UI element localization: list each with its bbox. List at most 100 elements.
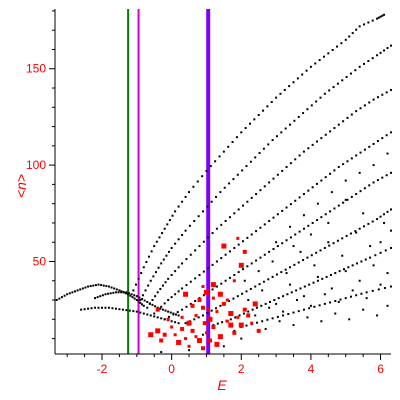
data-point [368,145,371,148]
data-point [253,118,256,121]
data-point [284,268,287,271]
data-point [302,227,305,230]
data-point [329,273,332,276]
data-point [160,317,163,320]
data-point [142,304,145,307]
data-point [161,284,164,287]
data-point [247,299,250,302]
data-point [341,254,344,257]
data-point [104,293,107,296]
data-point [362,308,365,311]
data-point [111,307,114,310]
data-point [233,212,236,215]
data-point [320,320,323,323]
data-point [267,143,270,146]
data-point [170,246,173,249]
data-point-red [155,328,161,334]
data-point [390,44,392,47]
data-point [327,241,330,244]
data-point [371,19,374,22]
data-point [80,308,83,311]
data-point [84,286,87,289]
data-point [171,214,174,217]
data-point [142,266,145,269]
data-point-red [183,291,189,297]
data-point [386,304,389,307]
data-point-red [159,338,164,343]
data-point [250,233,253,236]
data-point [379,241,382,244]
data-point [109,292,112,295]
data-point [383,13,386,16]
data-point [141,294,144,297]
data-point [363,62,366,65]
data-point [261,289,264,292]
data-point [161,308,164,311]
data-point [140,272,143,275]
data-point [87,285,90,288]
data-point [234,316,237,319]
data-point [371,220,374,223]
data-point [242,204,245,207]
data-point [228,182,231,185]
data-point [244,127,247,130]
data-point [336,45,339,48]
data-point [107,285,110,288]
data-points [55,13,392,354]
data-point [159,307,162,310]
data-point [164,309,167,312]
data-point [341,237,344,240]
data-point-red [197,298,202,303]
data-point [215,307,218,310]
data-point-red [221,301,226,306]
data-point [146,313,149,316]
ticks: -2 0 2 4 6 50 100 150 [26,10,384,376]
data-point [346,160,349,163]
data-point [238,314,241,317]
data-point [294,199,297,202]
data-point [154,271,157,274]
data-point [318,304,321,307]
data-point [350,195,353,198]
data-point [327,221,330,224]
data-point [107,306,110,309]
data-point [222,345,225,348]
data-point [97,283,100,286]
data-point [201,210,204,213]
data-point [334,312,337,315]
data-point [344,270,347,273]
data-point [311,143,314,146]
data-point [207,236,210,239]
data-point [170,273,173,276]
x-tick-label: 4 [308,362,315,376]
data-point [337,300,340,303]
data-point [114,291,117,294]
data-point [379,251,382,254]
data-point [228,250,231,253]
data-point [220,282,223,285]
data-point [333,169,336,172]
data-point [390,88,392,91]
x-tick-label: 0 [168,362,175,376]
data-point [177,205,180,208]
data-point [381,93,384,96]
data-point [269,300,272,303]
data-point [321,277,324,280]
data-point [168,219,171,222]
data-point [66,293,69,296]
data-point [271,139,274,142]
data-point-red [186,320,192,326]
data-point [101,306,104,309]
data-point [254,314,257,317]
data-point [322,55,325,58]
data-point [201,175,204,178]
data-point [377,288,380,291]
data-point [104,306,107,309]
data-point [198,273,201,276]
data-point [97,306,100,309]
data-point [381,137,384,140]
data-point-red [225,298,229,302]
data-point [386,210,389,213]
data-point [267,278,270,281]
data-point-red [194,335,198,339]
